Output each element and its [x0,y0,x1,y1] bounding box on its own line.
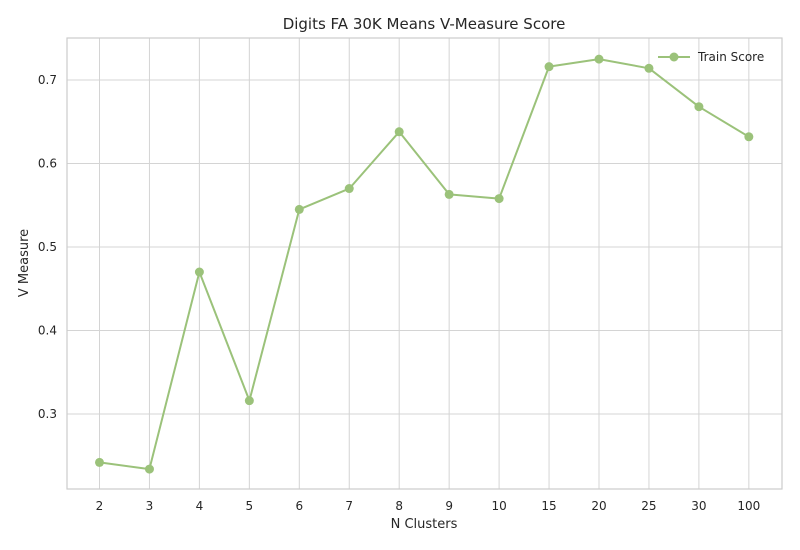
x-tick-label: 2 [96,499,104,513]
x-tick-label: 9 [445,499,453,513]
x-tick-label: 8 [395,499,403,513]
data-point [544,62,554,72]
x-tick-label: 4 [196,499,204,513]
legend-label: Train Score [697,50,764,64]
x-tick-label: 7 [345,499,353,513]
x-tick-label: 5 [246,499,254,513]
y-tick-label: 0.6 [38,157,57,171]
data-point [494,194,504,204]
x-tick-label: 10 [491,499,506,513]
data-point [344,184,354,194]
legend-marker [669,52,679,62]
chart-title: Digits FA 30K Means V-Measure Score [283,15,566,33]
x-tick-label: 25 [641,499,656,513]
x-axis-label: N Clusters [391,517,458,532]
y-tick-labels: 0.3 0.4 0.5 0.6 0.7 [38,73,57,421]
grid [67,38,782,489]
series-line [99,58,750,471]
plot-frame [66,37,783,490]
x-tick-label: 20 [591,499,606,513]
data-point [444,189,454,199]
data-point [744,132,754,142]
y-tick-label: 0.7 [38,73,57,87]
data-point [694,102,704,112]
data-point [244,396,254,406]
legend: Train Score [658,50,764,64]
data-point [144,464,154,474]
x-tick-label: 3 [146,499,154,513]
x-tick-label: 100 [737,499,760,513]
y-tick-label: 0.5 [38,240,57,254]
x-tick-label: 30 [691,499,706,513]
x-tick-label: 15 [541,499,556,513]
y-axis-label: V Measure [17,229,32,297]
data-point [594,54,604,64]
data-point [95,457,104,467]
data-point [644,63,654,73]
x-tick-labels: 2 3 4 5 6 7 8 9 10 15 20 25 30 100 [96,499,761,513]
data-point [394,127,404,137]
y-tick-label: 0.3 [38,407,57,421]
data-point [194,267,204,277]
y-tick-label: 0.4 [38,324,57,338]
data-point [294,204,304,214]
x-tick-label: 6 [295,499,303,513]
series-group [95,54,754,474]
